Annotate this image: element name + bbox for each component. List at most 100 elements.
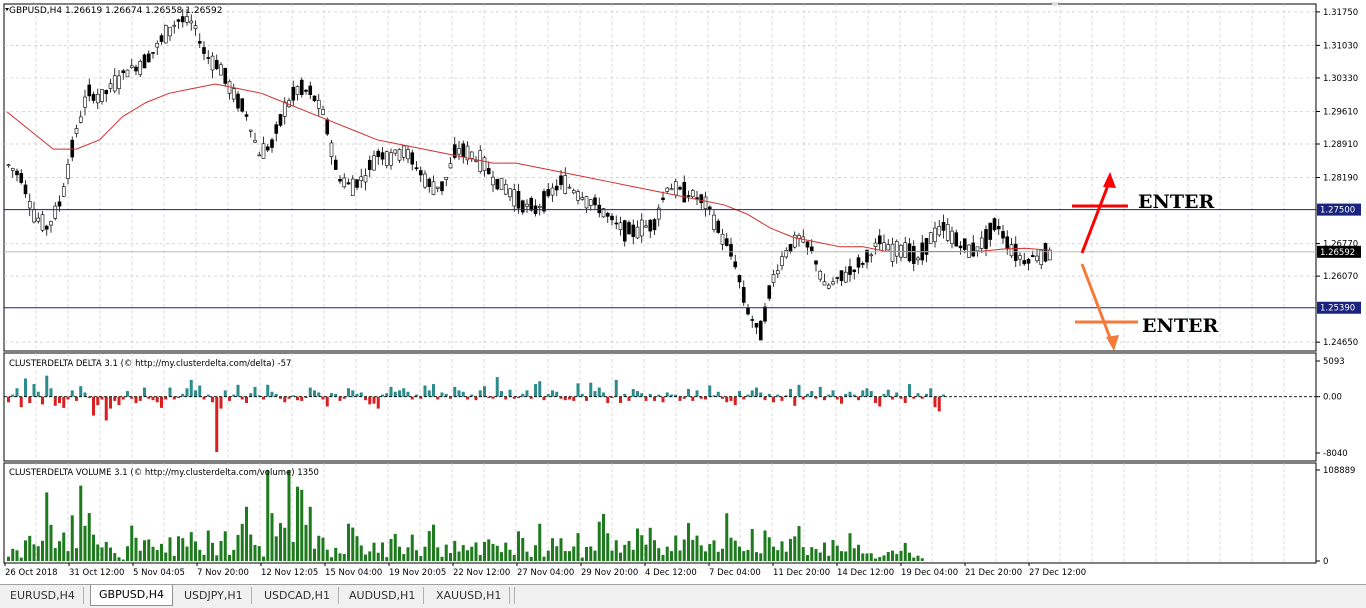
volume-bar (721, 548, 724, 561)
delta-bar (508, 389, 512, 397)
candle-body (631, 224, 636, 237)
tab-empty[interactable] (514, 587, 515, 604)
candle-body (316, 100, 321, 109)
candle-body (1013, 243, 1018, 261)
candle-body (542, 191, 546, 212)
candle-body (359, 176, 364, 181)
delta-bar (423, 385, 427, 397)
delta-bar (474, 396, 478, 401)
candle-body (809, 246, 814, 252)
delta-bar (895, 392, 899, 397)
delta-bar (831, 390, 835, 397)
volume-bar (512, 554, 516, 561)
volume-bar (134, 537, 138, 561)
candle-body (1009, 244, 1014, 257)
delta-bar (657, 394, 661, 397)
tab-usdcad-h1[interactable]: USDCAD,H1 (256, 587, 339, 604)
candle-body (32, 209, 36, 223)
volume-bar (410, 534, 414, 561)
candle-body (372, 155, 376, 171)
candle-body (873, 242, 878, 248)
delta-bar (334, 393, 338, 397)
candle-body (486, 168, 491, 175)
price-tick-label: 1.28190 (1323, 174, 1358, 184)
delta-bar (151, 396, 155, 401)
delta-bar (534, 384, 537, 397)
delta-bar (538, 381, 542, 397)
tab-eurusd-h4[interactable]: EURUSD,H4 (2, 587, 84, 604)
volume-bar (189, 532, 193, 561)
delta-bar (398, 390, 401, 397)
candle-body (36, 217, 41, 222)
volume-bar (100, 547, 104, 561)
volume-bar (402, 554, 406, 561)
candle-body (593, 197, 597, 206)
delta-bar (525, 390, 529, 397)
volume-bar (559, 538, 563, 561)
delta-bar (750, 390, 754, 397)
volume-bar (49, 524, 53, 561)
delta-bar (602, 392, 605, 397)
candle-body (1043, 243, 1048, 262)
volume-bar (304, 524, 308, 561)
current-price-tag (1317, 245, 1361, 258)
level-line-lower-tag (1317, 301, 1361, 314)
volume-bar (266, 469, 270, 561)
down-arrow-shaft (1080, 263, 1114, 344)
level-line-lower-label: 1.25390 (1320, 304, 1355, 314)
candle-body (546, 189, 551, 197)
delta-bar (160, 396, 163, 408)
candle-body (117, 75, 121, 89)
volume-bar (704, 551, 707, 561)
volume-bar (597, 521, 601, 561)
volume-title: CLUSTERDELTA VOLUME 3.1 (© http://my.clu… (9, 468, 319, 478)
delta-bar (104, 396, 108, 421)
candle-body (814, 260, 818, 265)
candle-body (66, 164, 70, 179)
delta-bar (687, 388, 690, 397)
chart-canvas[interactable]: 1.31750 1.31030 1.30330 1.29610 1.28910 1.281… (0, 0, 1366, 584)
candle-body (945, 224, 950, 241)
candle-body (941, 222, 946, 231)
delta-bar (287, 396, 291, 399)
time-tick-label: 14 Dec 12:00 (837, 568, 894, 578)
candle-body (907, 243, 912, 262)
candle-body (495, 178, 500, 190)
delta-bar (793, 396, 797, 406)
candle-body (168, 26, 172, 37)
candle-body (49, 221, 53, 226)
tab-xauusd-h1[interactable]: XAUUSD,H1 (428, 587, 511, 604)
volume-bar (70, 515, 74, 561)
volume-bar (844, 551, 848, 561)
volume-bar (763, 530, 767, 561)
volume-bar (750, 528, 754, 561)
delta-bar (827, 394, 831, 397)
candle-body (236, 93, 240, 109)
candle-body (308, 85, 313, 95)
candle-body (962, 238, 967, 250)
delta-title: CLUSTERDELTA DELTA 3.1 (© http://my.clus… (9, 359, 291, 369)
tab-usdjpy-h1[interactable]: USDJPY,H1 (176, 587, 252, 604)
delta-bar (364, 396, 367, 401)
candle-body (856, 257, 861, 268)
delta-bar (457, 390, 461, 397)
delta-bar (610, 396, 614, 399)
volume-bar (253, 544, 257, 561)
candle-body (304, 89, 308, 92)
volume-bar (657, 548, 661, 561)
delta-bar (41, 396, 44, 405)
candle-body (1018, 255, 1022, 260)
candle-body (274, 124, 279, 134)
tab-audusd-h1[interactable]: AUDUSD,H1 (341, 587, 425, 604)
delta-bar (389, 386, 393, 397)
candle-body (342, 177, 347, 188)
candle-body (1001, 231, 1005, 239)
tab-gbpusd-h4[interactable]: GBPUSD,H4 (90, 585, 173, 606)
delta-bar (572, 396, 576, 401)
candle-body (512, 189, 517, 207)
candle-body (567, 186, 572, 189)
delta-bar (925, 393, 928, 397)
delta-bar (172, 396, 176, 400)
delta-bar (466, 396, 469, 400)
delta-bar (155, 396, 159, 403)
